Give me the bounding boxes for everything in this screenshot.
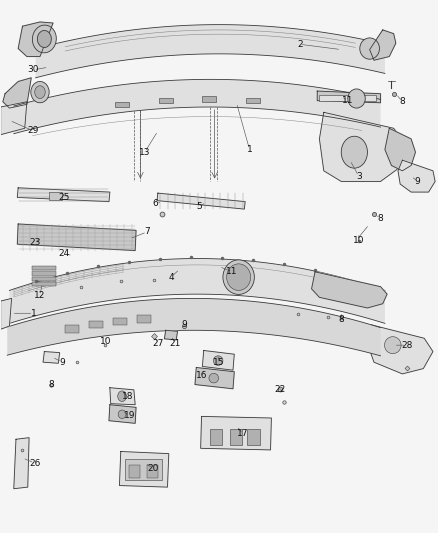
Text: 2: 2 [297,40,303,49]
Polygon shape [43,352,60,364]
Text: 26: 26 [29,459,40,467]
Polygon shape [317,91,381,103]
Text: 12: 12 [34,291,46,300]
Text: 30: 30 [28,66,39,74]
Bar [210,429,223,445]
Ellipse shape [223,260,254,294]
Text: 9: 9 [415,177,420,186]
Text: 7: 7 [144,228,150,237]
Polygon shape [14,438,29,489]
Bar [159,98,173,103]
Polygon shape [367,325,433,374]
Polygon shape [164,330,177,340]
Text: 1: 1 [247,145,252,154]
Ellipse shape [213,356,223,366]
Bar [89,321,103,328]
Polygon shape [120,451,169,487]
Polygon shape [10,259,385,324]
Bar [319,95,376,101]
Ellipse shape [37,30,51,47]
Text: 22: 22 [275,385,286,394]
Polygon shape [157,193,245,209]
Polygon shape [202,351,234,370]
Text: 28: 28 [401,341,413,350]
Text: 11: 11 [226,268,238,276]
Polygon shape [370,30,396,60]
Polygon shape [195,368,234,389]
Bar [32,266,56,270]
Bar [32,282,56,286]
Text: 8: 8 [378,214,383,223]
Text: 11: 11 [342,96,353,105]
Bar [115,102,129,107]
Polygon shape [109,405,136,423]
Polygon shape [18,22,53,56]
Bar [246,98,260,103]
Ellipse shape [348,89,365,108]
Bar [130,465,141,478]
Polygon shape [110,387,135,405]
Polygon shape [398,160,435,192]
Bar [137,315,151,322]
Text: 18: 18 [122,392,133,401]
Bar [65,325,79,333]
Ellipse shape [209,373,219,383]
Text: 10: 10 [100,337,111,346]
Text: 21: 21 [170,339,181,348]
Bar [113,318,127,325]
Text: 20: 20 [148,464,159,473]
Text: 13: 13 [139,148,151,157]
Bar [125,459,162,480]
Text: 8: 8 [339,315,344,324]
Text: 10: 10 [353,237,364,246]
Bar [49,191,62,199]
Ellipse shape [360,38,379,59]
Text: 9: 9 [59,358,65,367]
Text: 23: 23 [29,238,40,247]
Text: 5: 5 [197,203,202,212]
Bar [32,277,56,281]
Text: 4: 4 [168,273,174,281]
Polygon shape [35,25,385,78]
Text: 8: 8 [399,97,405,106]
Text: 19: 19 [124,411,135,420]
Ellipse shape [32,25,57,53]
Bar [247,429,260,445]
Text: 1: 1 [31,309,36,318]
Ellipse shape [118,391,127,401]
Ellipse shape [35,86,45,99]
Bar [230,429,242,445]
Bar [202,96,216,102]
Text: 16: 16 [196,371,207,380]
Polygon shape [7,298,381,356]
Text: 3: 3 [356,172,362,181]
Ellipse shape [341,136,367,168]
Polygon shape [1,102,27,135]
Polygon shape [319,112,407,181]
Text: 27: 27 [152,339,163,348]
Polygon shape [1,298,12,329]
Ellipse shape [118,410,126,418]
Polygon shape [17,224,136,251]
Text: 29: 29 [28,126,39,135]
Text: 9: 9 [181,320,187,329]
Ellipse shape [31,82,49,103]
Polygon shape [14,79,381,134]
Text: 8: 8 [48,380,54,389]
Text: 6: 6 [153,199,159,208]
Polygon shape [201,416,272,450]
Bar [147,465,158,478]
Text: 15: 15 [213,358,225,367]
Ellipse shape [226,264,251,290]
Text: 17: 17 [237,430,249,439]
Polygon shape [3,78,31,108]
Text: 24: 24 [58,249,70,258]
Polygon shape [385,128,416,171]
Text: 25: 25 [58,193,70,202]
Bar [32,271,56,276]
Polygon shape [311,272,387,308]
Ellipse shape [385,337,401,354]
Polygon shape [17,188,110,201]
